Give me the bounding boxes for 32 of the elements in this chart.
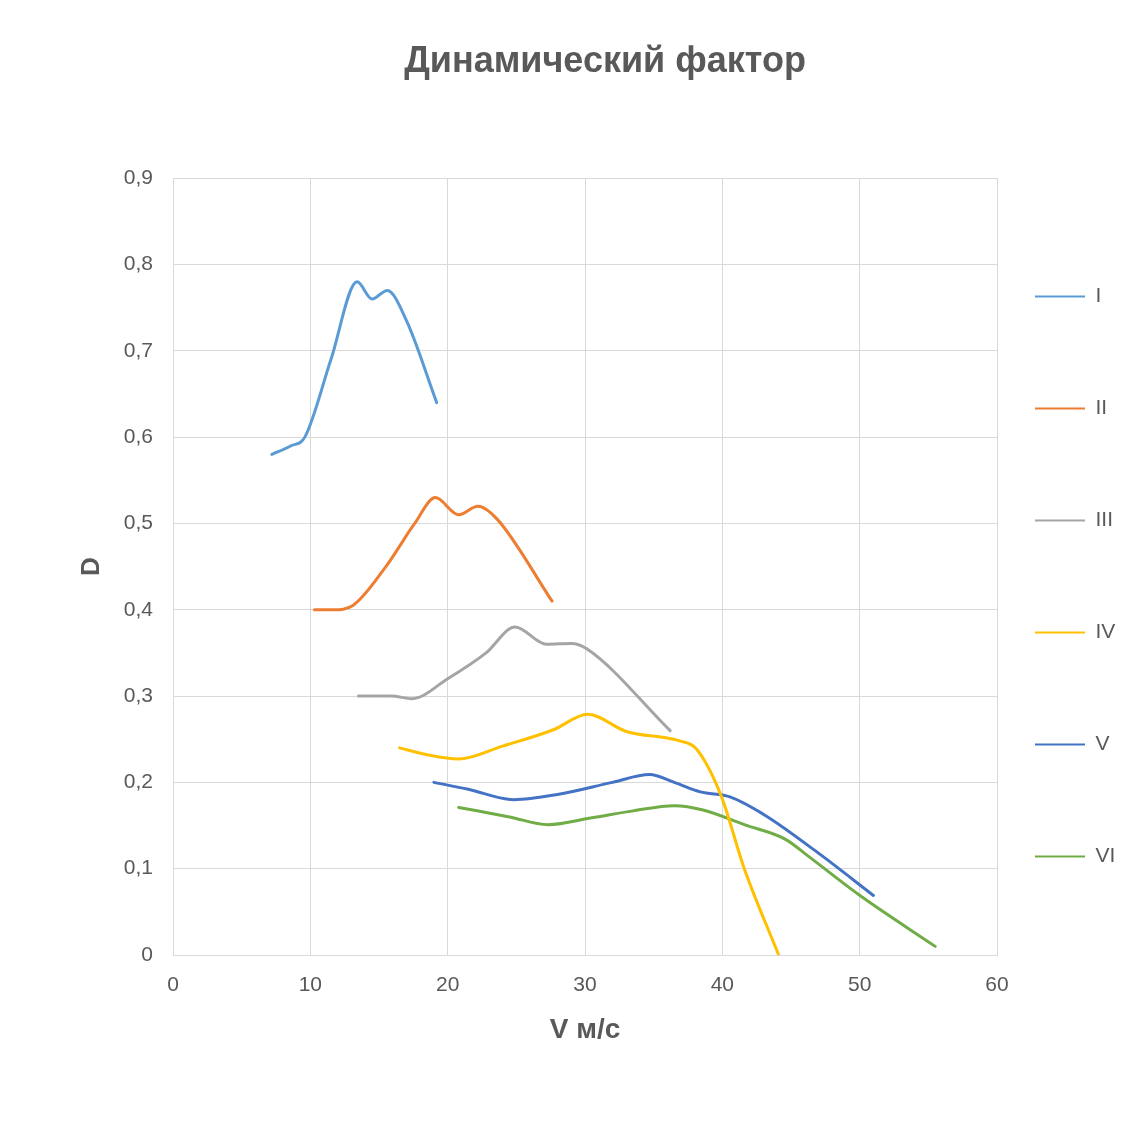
x-tick-label: 60 [985,972,1009,996]
y-tick-label: 0,8 [123,251,153,275]
y-tick-label: 0,2 [123,769,153,793]
x-tick-label: 10 [298,972,323,996]
legend-label: II [1095,395,1108,419]
y-tick-label: 0,6 [123,423,153,447]
legend-label: VI [1095,843,1116,867]
line-series [457,804,937,948]
legend-label: IV [1095,619,1116,643]
line-series [356,625,672,733]
line-series [432,773,875,897]
y-tick-label: 0,4 [123,596,154,620]
legend-label: I [1095,283,1102,307]
x-tick-label: 0 [167,972,179,996]
line-series [398,712,781,955]
x-axis-title: V м/с [549,1012,621,1044]
x-tick-label: 50 [847,972,872,996]
y-tick-label: 0,7 [123,337,153,361]
y-axis-title: D [74,557,105,576]
y-tick-label: 0,9 [123,165,153,188]
y-tick-label: 0,1 [123,855,153,879]
chart-title: Динамический фактор [404,38,806,80]
y-tick-label: 0,3 [123,682,153,706]
y-tick-label: 0,5 [123,510,153,534]
line-series [312,496,554,612]
x-tick-label: 20 [435,972,460,996]
y-tick-label: 0 [141,941,153,965]
line-series [270,280,439,456]
legend-label: III [1095,507,1114,531]
x-tick-label: 40 [710,972,735,996]
x-tick-label: 30 [573,972,597,996]
legend-label: V [1095,731,1110,755]
